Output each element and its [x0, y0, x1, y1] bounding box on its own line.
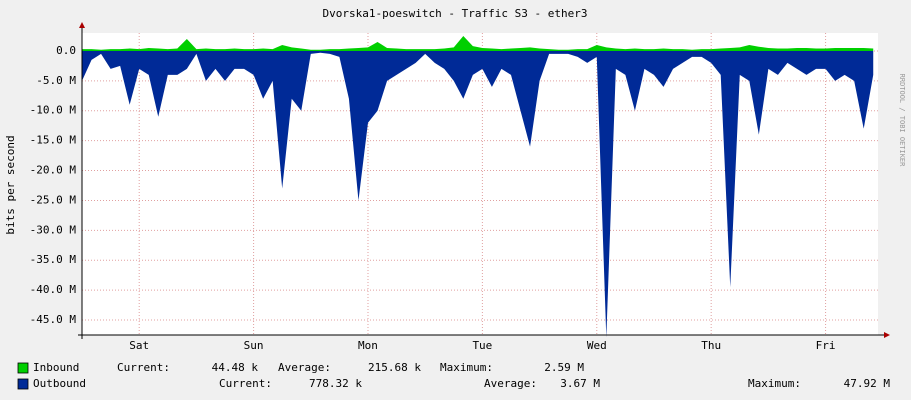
y-tick-label: -45.0 M — [30, 313, 77, 326]
legend-label: Inbound — [33, 361, 79, 374]
plot-area — [82, 33, 878, 335]
legend-stat-label: Current: — [117, 361, 170, 374]
marks — [82, 35, 874, 338]
legend-stat-label: Maximum: — [440, 361, 493, 374]
y-tick-label: -5.0 M — [36, 74, 76, 87]
area — [82, 35, 874, 51]
y-tick-label: -35.0 M — [30, 253, 77, 266]
legend-stat-label: Current: — [219, 377, 272, 390]
side-label: RRDTOOL / TOBI OETIKER — [898, 74, 906, 168]
legend-stat-label: Maximum: — [748, 377, 801, 390]
legend-stat-value: 47.92 M — [844, 377, 891, 390]
legend-stat-value: 778.32 k — [309, 377, 362, 390]
x-tick-label: Thu — [701, 339, 721, 352]
x-tick-label: Sun — [244, 339, 264, 352]
area — [82, 50, 874, 338]
y-axis-label: bits per second — [4, 135, 17, 234]
legend-stat-value: 44.48 k — [212, 361, 259, 374]
x-tick-label: Mon — [358, 339, 378, 352]
legend-stat-value: 3.67 M — [560, 377, 600, 390]
y-axis-arrow — [79, 22, 85, 28]
x-tick-label: Fri — [816, 339, 836, 352]
legend-stat-label: Average: — [278, 361, 331, 374]
y-tick-label: -10.0 M — [30, 104, 77, 117]
x-axis-arrow — [884, 332, 890, 338]
legend-stat-value: 215.68 k — [368, 361, 421, 374]
chart-title: Dvorska1-poeswitch - Traffic S3 - ether3 — [323, 7, 588, 20]
legend-label: Outbound — [33, 377, 86, 390]
x-tick-label: Wed — [587, 339, 607, 352]
y-tick-label: 0.0 — [56, 44, 76, 57]
legend-swatch — [17, 378, 29, 390]
x-tick-label: Sat — [129, 339, 149, 352]
y-tick-label: -20.0 M — [30, 164, 77, 177]
y-tick-label: -15.0 M — [30, 134, 77, 147]
axes — [78, 22, 890, 339]
y-tick-label: -40.0 M — [30, 283, 77, 296]
x-tick-label: Tue — [472, 339, 492, 352]
y-tick-label: -25.0 M — [30, 193, 77, 206]
legend-swatch — [17, 362, 29, 374]
y-tick-label: -30.0 M — [30, 223, 77, 236]
legend-stat-value: 2.59 M — [544, 361, 584, 374]
legend-stat-label: Average: — [484, 377, 537, 390]
legend: Inbound Current: 44.48 k Average: 215.68 k Ma… — [17, 361, 891, 390]
